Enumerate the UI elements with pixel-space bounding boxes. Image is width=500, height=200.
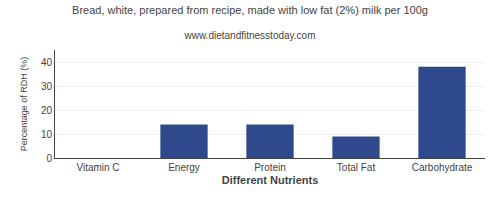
svg-text:30: 30	[41, 81, 53, 92]
svg-text:Bread, white, prepared from re: Bread, white, prepared from recipe, made…	[72, 4, 428, 16]
svg-text:Energy: Energy	[168, 162, 200, 173]
svg-text:Different Nutrients: Different Nutrients	[222, 174, 319, 186]
svg-text:Total Fat: Total Fat	[337, 162, 376, 173]
svg-text:10: 10	[41, 129, 53, 140]
svg-text:20: 20	[41, 105, 53, 116]
svg-text:0: 0	[46, 153, 52, 164]
svg-text:www.dietandfitnesstoday.com: www.dietandfitnesstoday.com	[184, 30, 316, 41]
svg-text:Carbohydrate: Carbohydrate	[412, 162, 473, 173]
svg-text:40: 40	[41, 57, 53, 68]
svg-text:Percentage of RDH (%): Percentage of RDH (%)	[19, 57, 29, 152]
svg-text:Vitamin C: Vitamin C	[76, 162, 119, 173]
svg-text:Protein: Protein	[254, 162, 286, 173]
